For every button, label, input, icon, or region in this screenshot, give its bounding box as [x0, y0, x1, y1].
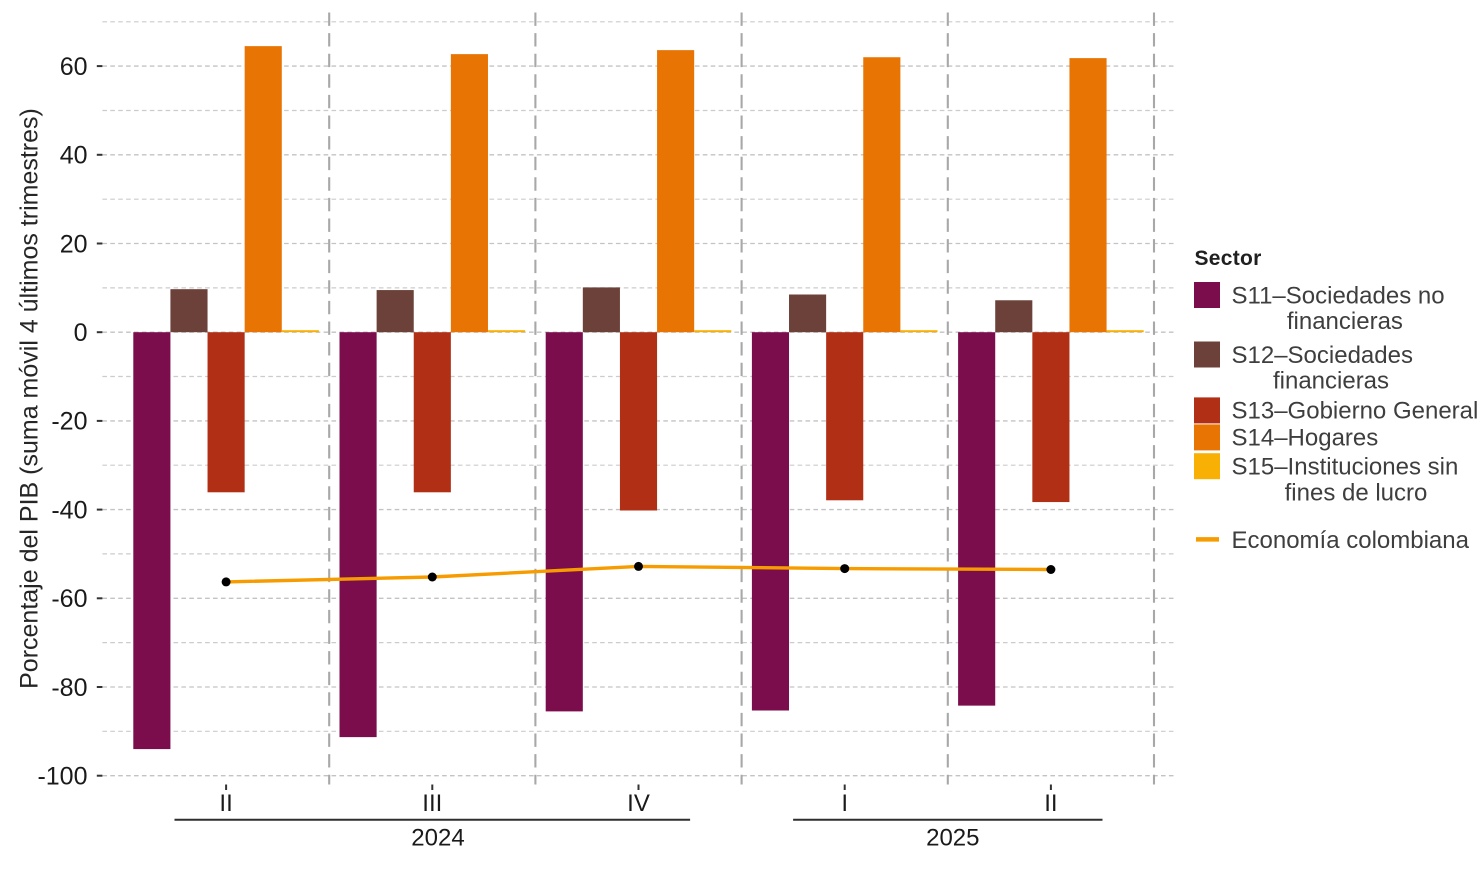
- svg-text:Porcentaje del PIB (suma móvil: Porcentaje del PIB (suma móvil 4 últimos…: [16, 108, 44, 689]
- svg-text:20: 20: [60, 230, 88, 258]
- svg-text:IV: IV: [627, 790, 650, 817]
- svg-text:S15–Instituciones sin: S15–Instituciones sin: [1232, 454, 1459, 481]
- svg-text:I: I: [841, 790, 848, 817]
- svg-text:2025: 2025: [926, 825, 979, 852]
- svg-text:S14–Hogares: S14–Hogares: [1232, 425, 1379, 452]
- svg-text:II: II: [1044, 790, 1057, 817]
- svg-text:S13–Gobierno General: S13–Gobierno General: [1232, 398, 1479, 425]
- svg-text:Sector: Sector: [1195, 247, 1262, 270]
- svg-text:-20: -20: [51, 408, 87, 436]
- svg-text:financieras: financieras: [1287, 308, 1403, 335]
- svg-text:II: II: [219, 790, 232, 817]
- svg-text:-100: -100: [37, 763, 87, 791]
- svg-text:S12–Sociedades: S12–Sociedades: [1232, 342, 1413, 369]
- svg-text:-80: -80: [51, 674, 87, 702]
- svg-text:-40: -40: [51, 496, 87, 524]
- svg-text:40: 40: [60, 142, 88, 170]
- svg-text:III: III: [422, 790, 442, 817]
- svg-text:60: 60: [60, 53, 88, 81]
- svg-text:Economía colombiana: Economía colombiana: [1232, 527, 1470, 554]
- svg-text:2024: 2024: [411, 825, 464, 852]
- svg-text:S11–Sociedades no: S11–Sociedades no: [1232, 283, 1445, 310]
- svg-text:financieras: financieras: [1273, 367, 1389, 394]
- svg-text:fines de lucro: fines de lucro: [1285, 480, 1428, 507]
- svg-text:0: 0: [74, 319, 88, 347]
- svg-text:-60: -60: [51, 585, 87, 613]
